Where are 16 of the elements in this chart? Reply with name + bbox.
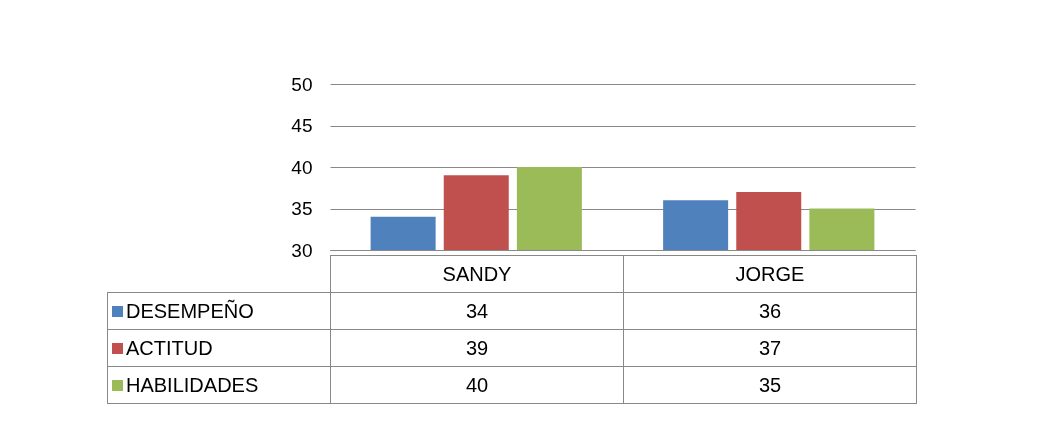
y-tick-label: 50 — [291, 73, 313, 95]
y-tick-label: 30 — [291, 239, 313, 261]
data-label: 35 — [623, 366, 917, 404]
y-tick-label: 35 — [291, 198, 313, 219]
y-tick-label: 40 — [291, 156, 313, 178]
data-label: 36 — [623, 292, 917, 330]
y-tick-label: 45 — [291, 115, 313, 136]
data-label: 34 — [330, 292, 624, 330]
x-tick-label: SANDY — [330, 255, 624, 293]
legend-label: HABILIDADES — [107, 366, 331, 404]
data-label: 39 — [330, 329, 624, 367]
x-tick-label: JORGE — [623, 255, 917, 293]
legend-label: DESEMPEÑO — [107, 292, 331, 330]
legend-label: ACTITUD — [107, 329, 331, 367]
data-label: 37 — [623, 329, 917, 367]
data-label: 40 — [330, 366, 624, 404]
